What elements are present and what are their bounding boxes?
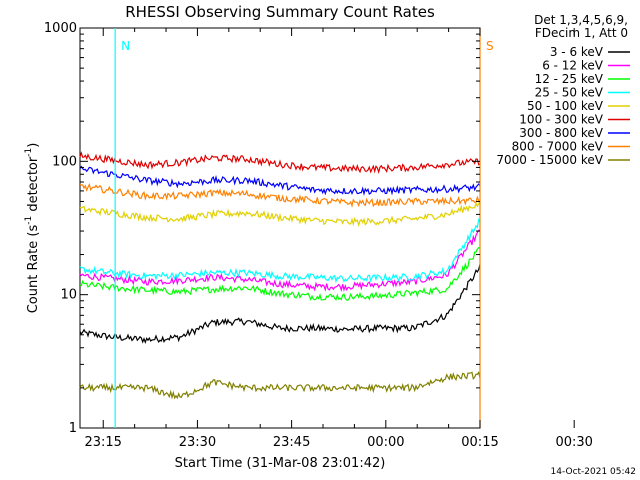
y-tick-label: 1: [69, 421, 77, 436]
data-layer: [79, 151, 481, 400]
series-line-5: [79, 200, 481, 228]
series-line-3: [79, 246, 481, 301]
marker-label-N: N: [121, 39, 130, 53]
x-tick-label: 23:30: [179, 435, 216, 450]
series-line-4: [79, 217, 481, 284]
y-tick-label: 100: [52, 154, 77, 169]
x-tick-label: 00:30: [555, 435, 592, 450]
legend-label-6: 100 - 300 keV: [519, 113, 603, 127]
x-tick-label: 23:45: [273, 435, 310, 450]
legend-header-config: FDecim 1, Att 0: [535, 26, 628, 40]
plot-area: [79, 27, 481, 429]
legend-label-8: 800 - 7000 keV: [512, 140, 604, 154]
legend-label-4: 25 - 50 keV: [535, 86, 604, 100]
x-axis-label: Start Time (31-Mar-08 23:01:42): [175, 456, 386, 471]
legend-label-3: 12 - 25 keV: [535, 72, 604, 86]
x-tick-label: 23:15: [84, 435, 121, 450]
legend: Det 1,3,4,5,6,9, FDecim 1, Att 0 3 - 6 k…: [496, 13, 630, 167]
legend-label-5: 50 - 100 keV: [527, 99, 604, 113]
series-line-6: [79, 151, 481, 175]
x-tick-label: 00:15: [461, 435, 498, 450]
generation-timestamp: 14-Oct-2021 05:42: [551, 467, 636, 477]
legend-label-9: 7000 - 15000 keV: [496, 153, 603, 167]
axes-layer: 1 10 100 1000 23:15 23:30 23:45 00:00 00:15 00:30: [44, 21, 593, 450]
series-line-8: [79, 182, 481, 208]
y-axis-label: Count Rate (s-1 detector-1): [24, 143, 41, 314]
legend-header-detectors: Det 1,3,4,5,6,9,: [534, 13, 628, 27]
legend-label-1: 3 - 6 keV: [550, 45, 604, 59]
y-tick-label: 10: [60, 288, 77, 303]
legend-label-7: 300 - 800 keV: [519, 126, 603, 140]
x-tick-label: 00:00: [367, 435, 404, 450]
y-tick-label: 1000: [44, 21, 77, 36]
series-line-1: [79, 264, 481, 345]
series-line-9: [79, 371, 481, 400]
marker-label-S: S: [486, 39, 494, 53]
legend-label-2: 6 - 12 keV: [542, 59, 604, 73]
chart-title: RHESSI Observing Summary Count Rates: [125, 3, 435, 21]
series-line-2: [79, 229, 481, 292]
series-line-7: [79, 165, 481, 197]
